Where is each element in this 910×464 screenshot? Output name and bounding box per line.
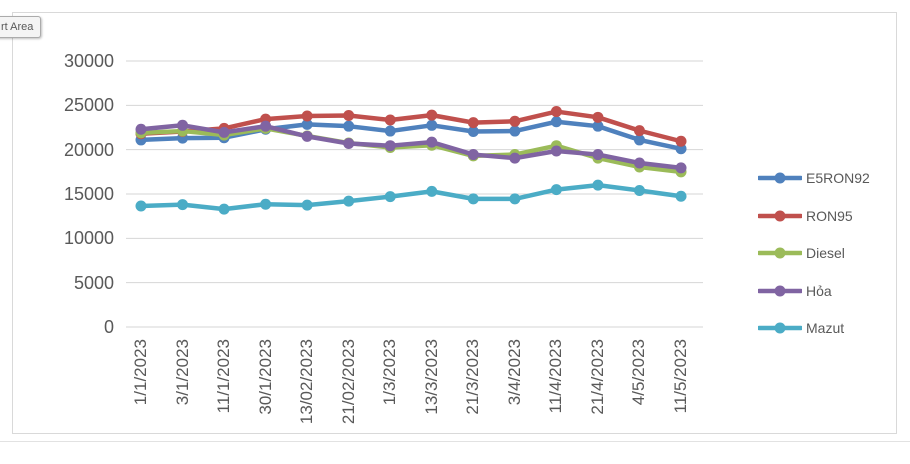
data-point[interactable] <box>675 162 687 174</box>
legend-label: Hỏa <box>806 282 832 299</box>
data-point[interactable] <box>467 149 479 161</box>
data-point[interactable] <box>301 199 313 211</box>
data-point[interactable] <box>260 198 272 210</box>
data-point[interactable] <box>260 120 272 132</box>
data-point[interactable] <box>177 199 189 211</box>
series-RON95-line[interactable] <box>138 109 684 144</box>
data-point[interactable] <box>467 193 479 205</box>
data-point[interactable] <box>592 179 604 191</box>
legend-marker-icon <box>758 210 802 221</box>
legend-item-Hỏa[interactable]: Hỏa <box>758 281 832 301</box>
data-point[interactable] <box>301 118 313 130</box>
series-Mazut-line[interactable] <box>138 182 684 212</box>
data-point[interactable] <box>384 125 396 137</box>
plot-area[interactable] <box>13 13 910 464</box>
data-point[interactable] <box>592 120 604 132</box>
data-point[interactable] <box>633 157 645 169</box>
x-axis-label[interactable]: 1/1/2023 <box>131 339 150 406</box>
x-axis-label[interactable]: 1/3/2023 <box>380 339 400 406</box>
data-point[interactable] <box>218 126 230 138</box>
data-point[interactable] <box>675 135 687 147</box>
data-point[interactable] <box>509 152 521 164</box>
data-point[interactable] <box>301 130 313 142</box>
data-point[interactable] <box>592 149 604 161</box>
data-point[interactable] <box>426 109 438 121</box>
data-point[interactable] <box>633 125 645 137</box>
data-point[interactable] <box>633 184 645 196</box>
data-point[interactable] <box>343 195 355 207</box>
legend-item-E5RON92[interactable]: E5RON92 <box>758 168 870 188</box>
legend-marker-icon <box>758 247 802 259</box>
data-point[interactable] <box>343 137 355 149</box>
chart-area-tooltip: rt Area <box>0 16 42 38</box>
y-axis-label[interactable]: 20000 <box>63 139 114 160</box>
tooltip-label: rt Area <box>1 21 34 33</box>
data-point[interactable] <box>592 111 604 123</box>
data-point[interactable] <box>509 115 521 127</box>
x-axis-label[interactable]: 30/1/2023 <box>255 339 275 415</box>
x-axis-label[interactable]: 3/1/2023 <box>172 339 192 406</box>
data-point[interactable] <box>384 191 396 203</box>
y-axis-label[interactable]: 30000 <box>63 51 114 72</box>
x-axis-label[interactable]: 3/4/2023 <box>504 339 524 406</box>
y-axis-label[interactable]: 15000 <box>63 184 114 204</box>
x-axis-label[interactable]: 21/02/2023 <box>338 339 358 425</box>
legend-label: RON95 <box>806 207 853 224</box>
data-point[interactable] <box>467 117 479 129</box>
data-point[interactable] <box>550 106 562 118</box>
data-point[interactable] <box>509 193 521 205</box>
legend-label: Mazut <box>806 320 845 336</box>
bottom-divider <box>0 441 910 442</box>
data-point[interactable] <box>550 184 562 196</box>
x-axis-label[interactable]: 11/1/2023 <box>214 339 234 414</box>
x-axis-label[interactable]: 21/4/2023 <box>587 339 607 415</box>
y-axis-label[interactable]: 0 <box>103 317 114 337</box>
data-point[interactable] <box>509 125 521 137</box>
x-axis-label[interactable]: 13/3/2023 <box>421 339 441 415</box>
legend-marker-icon <box>758 172 802 184</box>
data-point[interactable] <box>218 203 230 215</box>
data-point[interactable] <box>426 119 438 131</box>
y-axis-label[interactable]: 25000 <box>63 95 114 116</box>
x-axis-label[interactable]: 11/5/2023 <box>671 339 691 414</box>
legend-label: Diesel <box>806 245 845 261</box>
data-point[interactable] <box>550 116 562 128</box>
data-point[interactable] <box>135 123 147 135</box>
legend-item-Diesel[interactable]: Diesel <box>758 243 845 263</box>
data-point[interactable] <box>550 145 562 157</box>
series-Hỏa-line[interactable] <box>138 123 684 171</box>
y-axis-label[interactable]: 5000 <box>73 272 114 293</box>
data-point[interactable] <box>426 136 438 148</box>
data-point[interactable] <box>633 134 645 146</box>
x-axis-label[interactable]: 13/02/2023 <box>297 339 317 425</box>
data-point[interactable] <box>467 126 479 138</box>
data-point[interactable] <box>426 185 438 197</box>
legend-marker-icon <box>758 285 802 296</box>
data-point[interactable] <box>301 110 313 122</box>
x-axis-label[interactable]: 4/5/2023 <box>629 339 649 406</box>
legend-item-Mazut[interactable]: Mazut <box>758 318 844 338</box>
y-axis-label[interactable]: 10000 <box>63 228 114 249</box>
x-axis-label[interactable]: 21/3/2023 <box>463 339 483 415</box>
data-point[interactable] <box>384 140 396 152</box>
data-point[interactable] <box>135 200 147 212</box>
legend-marker-icon <box>758 322 802 334</box>
data-point[interactable] <box>177 119 189 131</box>
data-point[interactable] <box>343 110 355 122</box>
legend-label: E5RON92 <box>806 170 870 186</box>
legend-item-RON95[interactable]: RON95 <box>758 206 853 226</box>
chart-area[interactable]: 0 5000 10000 15000 20000 25000 30000 1/1/2023 3… <box>12 12 897 434</box>
data-point[interactable] <box>384 114 396 126</box>
series-E5RON92-line[interactable] <box>138 119 684 152</box>
data-point[interactable] <box>675 190 687 202</box>
data-point[interactable] <box>675 143 687 155</box>
x-axis-label[interactable]: 11/4/2023 <box>546 339 566 414</box>
data-point[interactable] <box>343 120 355 132</box>
